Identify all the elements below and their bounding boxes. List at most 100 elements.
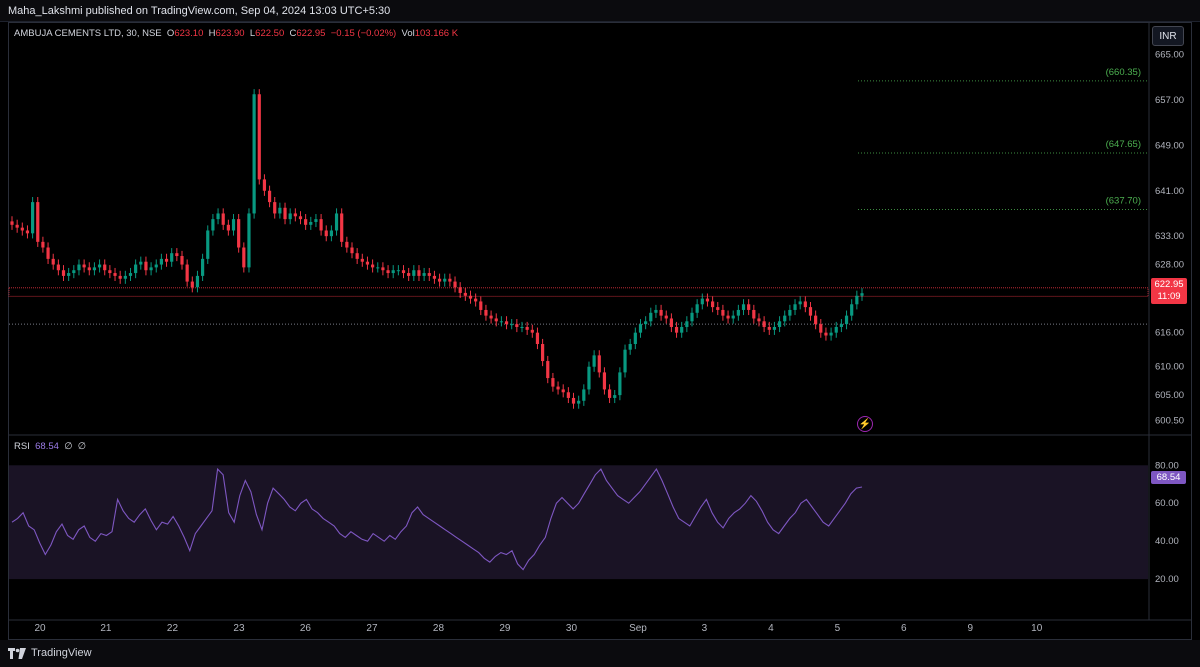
candle-body <box>365 261 370 265</box>
time-tick-label: 23 <box>233 623 245 634</box>
candle-body <box>468 295 473 299</box>
candle-body <box>46 247 50 259</box>
candle-body <box>793 304 797 310</box>
candle-body <box>546 361 550 379</box>
candle-body <box>170 253 174 262</box>
ohlc-legend: AMBUJA CEMENTS LTD, 30, NSE O623.10 H623… <box>14 28 458 39</box>
support-zone <box>8 287 1149 297</box>
candle-body <box>731 315 735 319</box>
candle-body <box>226 224 230 231</box>
time-tick-label: 9 <box>968 623 974 634</box>
candle-body <box>51 258 55 265</box>
candle-body <box>685 321 689 327</box>
candle-body <box>551 378 555 387</box>
candle-body <box>824 332 828 336</box>
candle-body <box>391 270 395 274</box>
rsi-tick-label: 60.00 <box>1155 498 1179 509</box>
candle-body <box>489 315 493 319</box>
rsi-label[interactable]: RSI <box>14 441 30 452</box>
currency-button[interactable]: INR <box>1152 26 1184 46</box>
candle-body <box>680 326 684 333</box>
candle-body <box>247 213 251 268</box>
candle-body <box>592 355 596 367</box>
candle-body <box>541 344 545 362</box>
time-tick-label: 29 <box>499 623 511 634</box>
candle-body <box>257 94 261 180</box>
candle-body <box>211 219 215 231</box>
candle-body <box>278 207 282 214</box>
candle-body <box>571 397 576 404</box>
candle-body <box>515 324 519 327</box>
time-tick-label: 21 <box>100 623 112 634</box>
rsi-extra-1: ∅ <box>64 441 73 452</box>
time-tick-label: 5 <box>835 623 841 634</box>
candle-body <box>674 326 679 333</box>
candle-body <box>597 355 601 373</box>
candle-body <box>56 264 60 271</box>
bar-countdown: 11:09 <box>1157 291 1181 302</box>
candle-body <box>128 273 133 276</box>
last-price-tag: 622.95 11:09 <box>1151 278 1187 304</box>
candle-body <box>437 278 442 282</box>
candle-body <box>231 219 236 231</box>
candle-body <box>190 281 194 288</box>
candle-body <box>108 270 112 274</box>
brand[interactable]: TradingView <box>8 647 92 659</box>
tradingview-logo-icon <box>8 647 26 659</box>
candle-body <box>510 324 514 326</box>
candle-body <box>664 315 668 319</box>
candle-body <box>711 301 715 308</box>
candle-body <box>474 298 478 302</box>
candle-body <box>443 278 447 282</box>
close-label: C <box>289 28 297 39</box>
candle-body <box>31 202 35 234</box>
change-value: −0.15 (−0.02%) <box>330 28 397 39</box>
candle-body <box>360 258 364 262</box>
candle-body <box>638 324 643 333</box>
symbol-name[interactable]: AMBUJA CEMENTS LTD, 30, NSE <box>14 28 162 39</box>
candle-body <box>850 304 854 316</box>
candle-body <box>216 213 220 220</box>
candle-body <box>164 258 169 262</box>
candle-body <box>520 326 524 328</box>
candle-body <box>834 326 838 333</box>
price-tick-label: 641.00 <box>1155 186 1184 197</box>
candle-body <box>577 400 581 404</box>
candle-body <box>479 301 483 310</box>
price-tick-label: 616.00 <box>1155 328 1184 339</box>
publish-header: Maha_Lakshmi published on TradingView.co… <box>0 0 1200 22</box>
time-tick-label: 3 <box>702 623 708 634</box>
rsi-legend: RSI 68.54 ∅ ∅ <box>14 441 86 452</box>
candle-body <box>139 261 143 265</box>
candle-body <box>149 267 153 271</box>
candle-body <box>860 293 864 296</box>
candle-body <box>803 301 807 308</box>
candle-body <box>309 221 313 225</box>
candle-body <box>134 264 138 274</box>
candle-body <box>350 247 354 254</box>
lightning-icon[interactable]: ⚡ <box>857 416 873 432</box>
close-value: 622.95 <box>296 28 326 39</box>
candle-body <box>566 392 570 398</box>
candle-body <box>82 264 86 268</box>
candle-body <box>767 326 771 330</box>
candle-body <box>659 309 663 316</box>
candle-body <box>819 324 823 333</box>
rsi-tick-label: 20.00 <box>1155 574 1179 585</box>
candle-body <box>705 298 710 302</box>
candle-body <box>494 318 498 322</box>
candle-body <box>839 324 843 327</box>
candle-body <box>144 261 148 271</box>
candle-body <box>298 216 303 220</box>
candle-body <box>273 202 277 214</box>
candle-body <box>633 332 637 345</box>
candle-body <box>381 267 385 271</box>
time-tick-label: 20 <box>34 623 46 634</box>
candle-body <box>334 213 339 231</box>
candle-body <box>319 219 323 231</box>
candle-body <box>329 230 333 237</box>
candle-body <box>788 309 792 316</box>
rsi-band <box>9 465 1148 580</box>
candle-body <box>340 213 344 242</box>
